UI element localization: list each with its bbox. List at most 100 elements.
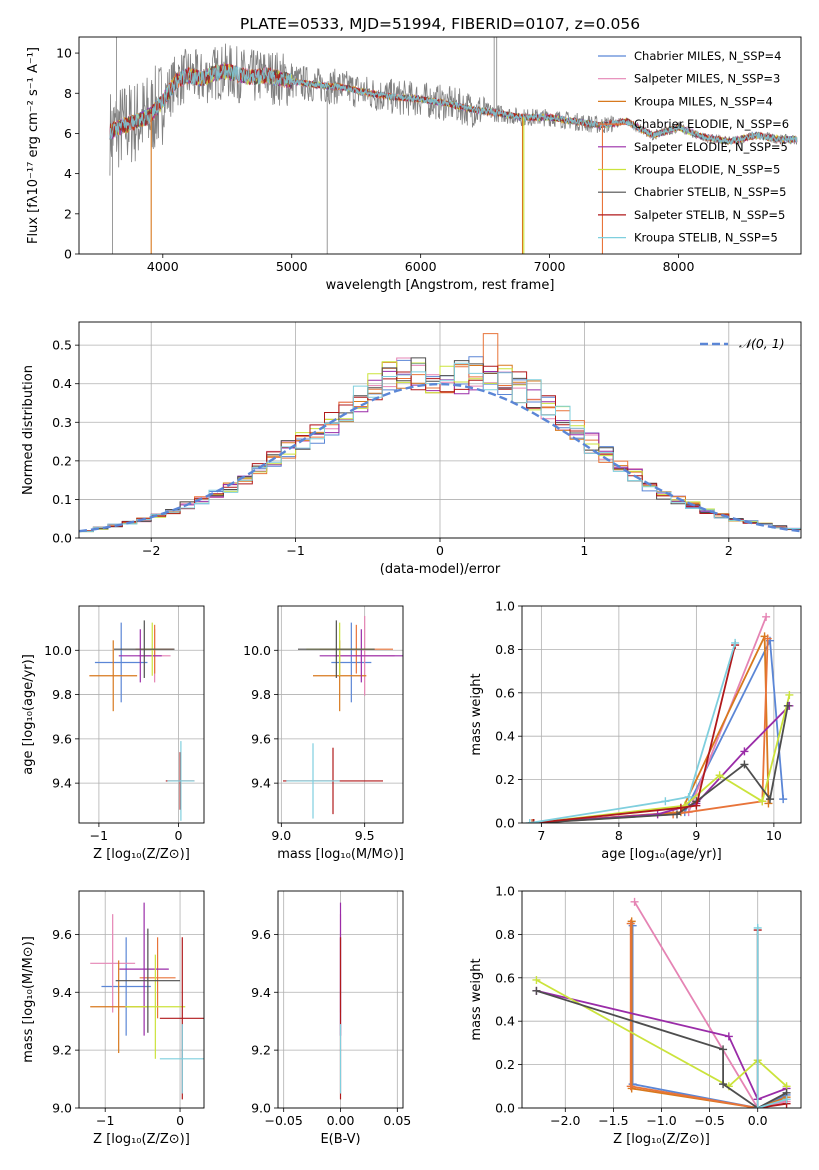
x-tick-label: −2.0 xyxy=(550,1113,580,1128)
x-tick-label: 8 xyxy=(615,828,623,843)
plus-marker xyxy=(529,819,538,823)
plot-age_vs_Z: −1 0 9.4 9.6 9.8 10.0 Z [log₁₀(Z/Z⊙)] age [log₁… xyxy=(21,605,205,862)
errorbar-point-6 xyxy=(115,928,181,1033)
y-tick-label: 0.0 xyxy=(495,816,515,831)
weight-line xyxy=(533,636,770,823)
x-tick-label: 0 xyxy=(176,1113,184,1128)
model-fit-5 xyxy=(109,63,798,145)
plus-marker xyxy=(763,634,772,643)
axes-frame xyxy=(521,605,802,824)
weight-series-2 xyxy=(529,632,773,823)
x-tick-label: −1 xyxy=(90,828,108,843)
residual-histogram-8 xyxy=(79,362,801,532)
plus-marker xyxy=(753,923,762,932)
gridlines xyxy=(79,606,204,823)
y-tick-label: 1.0 xyxy=(495,599,515,614)
y-tick-label: 0.1 xyxy=(52,492,72,507)
weight-series-3 xyxy=(626,919,791,1108)
x-tick-label: 1 xyxy=(580,543,588,558)
errorbar-point-4 xyxy=(119,902,169,1036)
weight-line xyxy=(529,642,736,823)
y-tick-label: 0.6 xyxy=(495,685,515,700)
weight-series-8 xyxy=(753,923,791,1108)
x-axis-label: Z [log₁₀(Z/Z⊙)] xyxy=(613,1132,710,1147)
plus-marker xyxy=(779,795,788,804)
plus-marker xyxy=(532,986,541,995)
weight-line xyxy=(533,705,791,823)
x-tick-label: 0 xyxy=(175,828,183,843)
y-tick-label: 0.4 xyxy=(495,729,515,744)
x-axis-label: Z [log₁₀(Z/Z⊙)] xyxy=(93,1132,190,1147)
plus-marker xyxy=(783,701,792,710)
plot-age_vs_mass: 9.0 9.5 9.4 9.6 9.8 10.0 mass [log₁₀(M/M⊙)] xyxy=(243,605,404,862)
y-axis-label: Normed distribution xyxy=(21,365,36,495)
plus-marker xyxy=(673,810,681,819)
y-tick-label: 9.8 xyxy=(52,687,72,702)
y-tick-label: 0.3 xyxy=(52,415,72,430)
weight-line xyxy=(630,921,787,1108)
x-tick-label: 0.05 xyxy=(383,1113,411,1128)
gridlines xyxy=(522,605,801,824)
x-tick-label: 10 xyxy=(766,828,782,843)
plus-marker xyxy=(762,612,771,621)
model-fit-8 xyxy=(109,64,798,146)
y-tick-label: 9.6 xyxy=(251,927,271,942)
weight-series-1 xyxy=(630,897,791,1108)
weight-line xyxy=(533,705,789,823)
errorbar-point-4 xyxy=(319,629,403,683)
errorbar-point-6 xyxy=(298,620,375,678)
y-tick-label: 1.0 xyxy=(495,884,515,899)
plot-weight_vs_Z: −2.0 −1.5 −1.0 −0.5 0.0 0.0 0.2 0.4 0.6 0.8 1.0 Z [… xyxy=(469,884,802,1147)
x-tick-label: 8000 xyxy=(663,259,695,274)
x-tick-label: −1 xyxy=(96,1113,114,1128)
weight-line xyxy=(756,927,787,1108)
plus-marker xyxy=(719,1080,728,1089)
weight-line xyxy=(533,644,736,823)
plot-spectrum: 4000 5000 6000 7000 8000 0 2 4 6 8 10 wavelength [A… xyxy=(26,15,802,293)
legend-label: 𝒩(0, 1) xyxy=(739,336,785,351)
x-tick-label: −1 xyxy=(286,543,304,558)
plus-marker xyxy=(692,801,701,810)
y-axis-label: mass weight xyxy=(469,673,484,755)
legend-label: Chabrier ELODIE, N_SSP=6 xyxy=(634,117,789,131)
errorbar-point-0 xyxy=(331,622,372,703)
x-tick-label: 6000 xyxy=(405,259,437,274)
legend-label: Kroupa STELIB, N_SSP=5 xyxy=(634,231,778,245)
y-tick-label: 9.4 xyxy=(52,985,72,1000)
plus-marker xyxy=(676,803,685,812)
y-tick-label: 0.8 xyxy=(495,642,515,657)
x-tick-label: 2 xyxy=(725,543,733,558)
y-tick-label: 4 xyxy=(64,166,72,181)
x-tick-label: 7 xyxy=(537,828,545,843)
plus-marker xyxy=(740,760,749,769)
y-tick-label: 10.0 xyxy=(243,643,271,658)
x-tick-label: 7000 xyxy=(534,259,566,274)
y-tick-label: 9.4 xyxy=(251,776,271,791)
y-tick-label: 9.0 xyxy=(52,1101,72,1116)
errorbar-point-2 xyxy=(89,640,138,712)
y-tick-label: 10.0 xyxy=(44,643,72,658)
y-axis-label: mass weight xyxy=(469,958,484,1040)
plus-marker xyxy=(740,747,749,756)
weight-line xyxy=(536,989,787,1101)
x-tick-label: −1.0 xyxy=(646,1113,676,1128)
y-tick-label: 9.6 xyxy=(52,927,72,942)
plus-marker xyxy=(626,1082,635,1091)
plus-marker xyxy=(630,897,639,906)
y-tick-label: 0.4 xyxy=(495,1014,515,1029)
plus-marker xyxy=(782,1095,791,1104)
y-tick-label: 9.6 xyxy=(52,731,72,746)
x-tick-label: −2 xyxy=(142,543,160,558)
plus-marker xyxy=(715,771,724,780)
weight-series-3 xyxy=(528,634,772,823)
plus-marker xyxy=(753,1104,762,1108)
x-tick-label: 0.0 xyxy=(748,1113,768,1128)
plot-area xyxy=(525,612,794,823)
gridlines xyxy=(278,606,403,823)
axes-frame xyxy=(78,321,802,539)
x-tick-label: −0.5 xyxy=(694,1113,724,1128)
y-axis-label: age [log₁₀(age/yr)] xyxy=(21,654,36,775)
x-tick-label: −0.05 xyxy=(265,1113,303,1128)
plus-marker xyxy=(785,690,794,699)
plot-area xyxy=(79,333,801,533)
